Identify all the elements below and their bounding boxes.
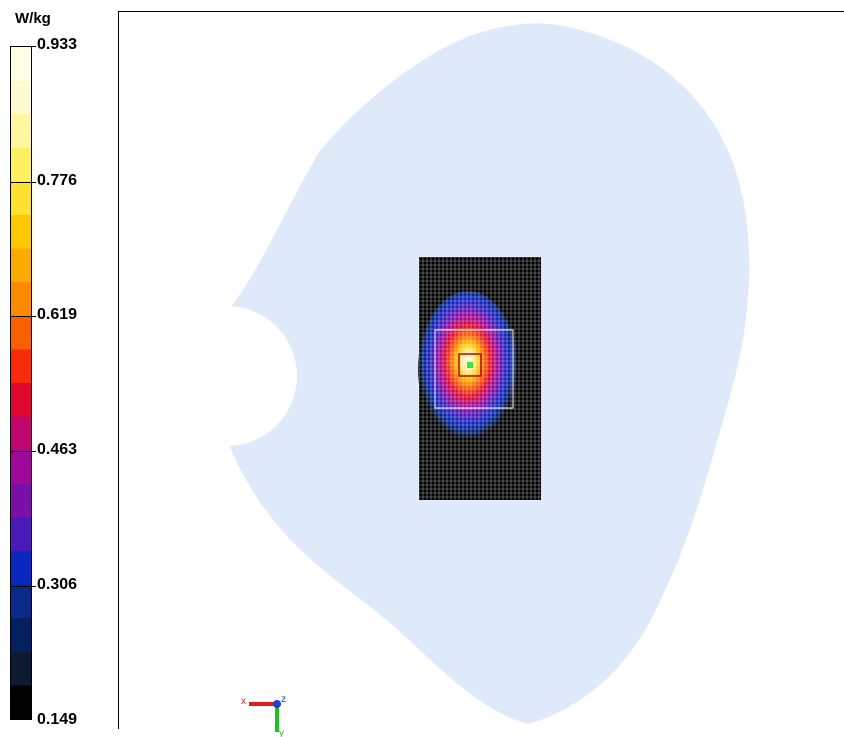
sar-scene: [157, 23, 750, 725]
colorbar-unit-label: W/kg: [15, 10, 51, 27]
zoom-scan-area: [434, 329, 514, 409]
colorbar-tick-label: 0.149: [37, 711, 78, 728]
colorbar-tick-mark: [10, 586, 36, 587]
axis-x-label: x: [241, 696, 246, 707]
colorbar-tick-label: 0.776: [37, 172, 78, 189]
colorbar-tick-mark: [10, 451, 36, 452]
colorbar-tick-label: 0.463: [37, 441, 78, 458]
colorbar-tick-mark: [10, 46, 36, 47]
peak-cube: [458, 353, 482, 377]
colorbar-tick-label: 0.619: [37, 306, 78, 323]
sar-scan-grid: [418, 256, 541, 500]
phantom-notch: [157, 306, 297, 446]
axis-triad: x y z: [241, 694, 286, 737]
peak-marker: [467, 362, 473, 368]
colorbar-legend: W/kg 0.933 0.776 0.619 0.463 0.306 0.149: [0, 0, 120, 729]
colorbar-tick-mark: [10, 182, 36, 183]
colorbar-tick-label: 0.933: [37, 36, 78, 53]
colorbar-tick-label: 0.306: [37, 576, 78, 593]
3d-viewport[interactable]: x y z: [118, 11, 844, 737]
axis-y-label: y: [279, 728, 284, 737]
colorbar-gradient: [10, 46, 32, 720]
colorbar-tick-mark: [10, 316, 36, 317]
axis-z-label: z: [281, 694, 286, 705]
